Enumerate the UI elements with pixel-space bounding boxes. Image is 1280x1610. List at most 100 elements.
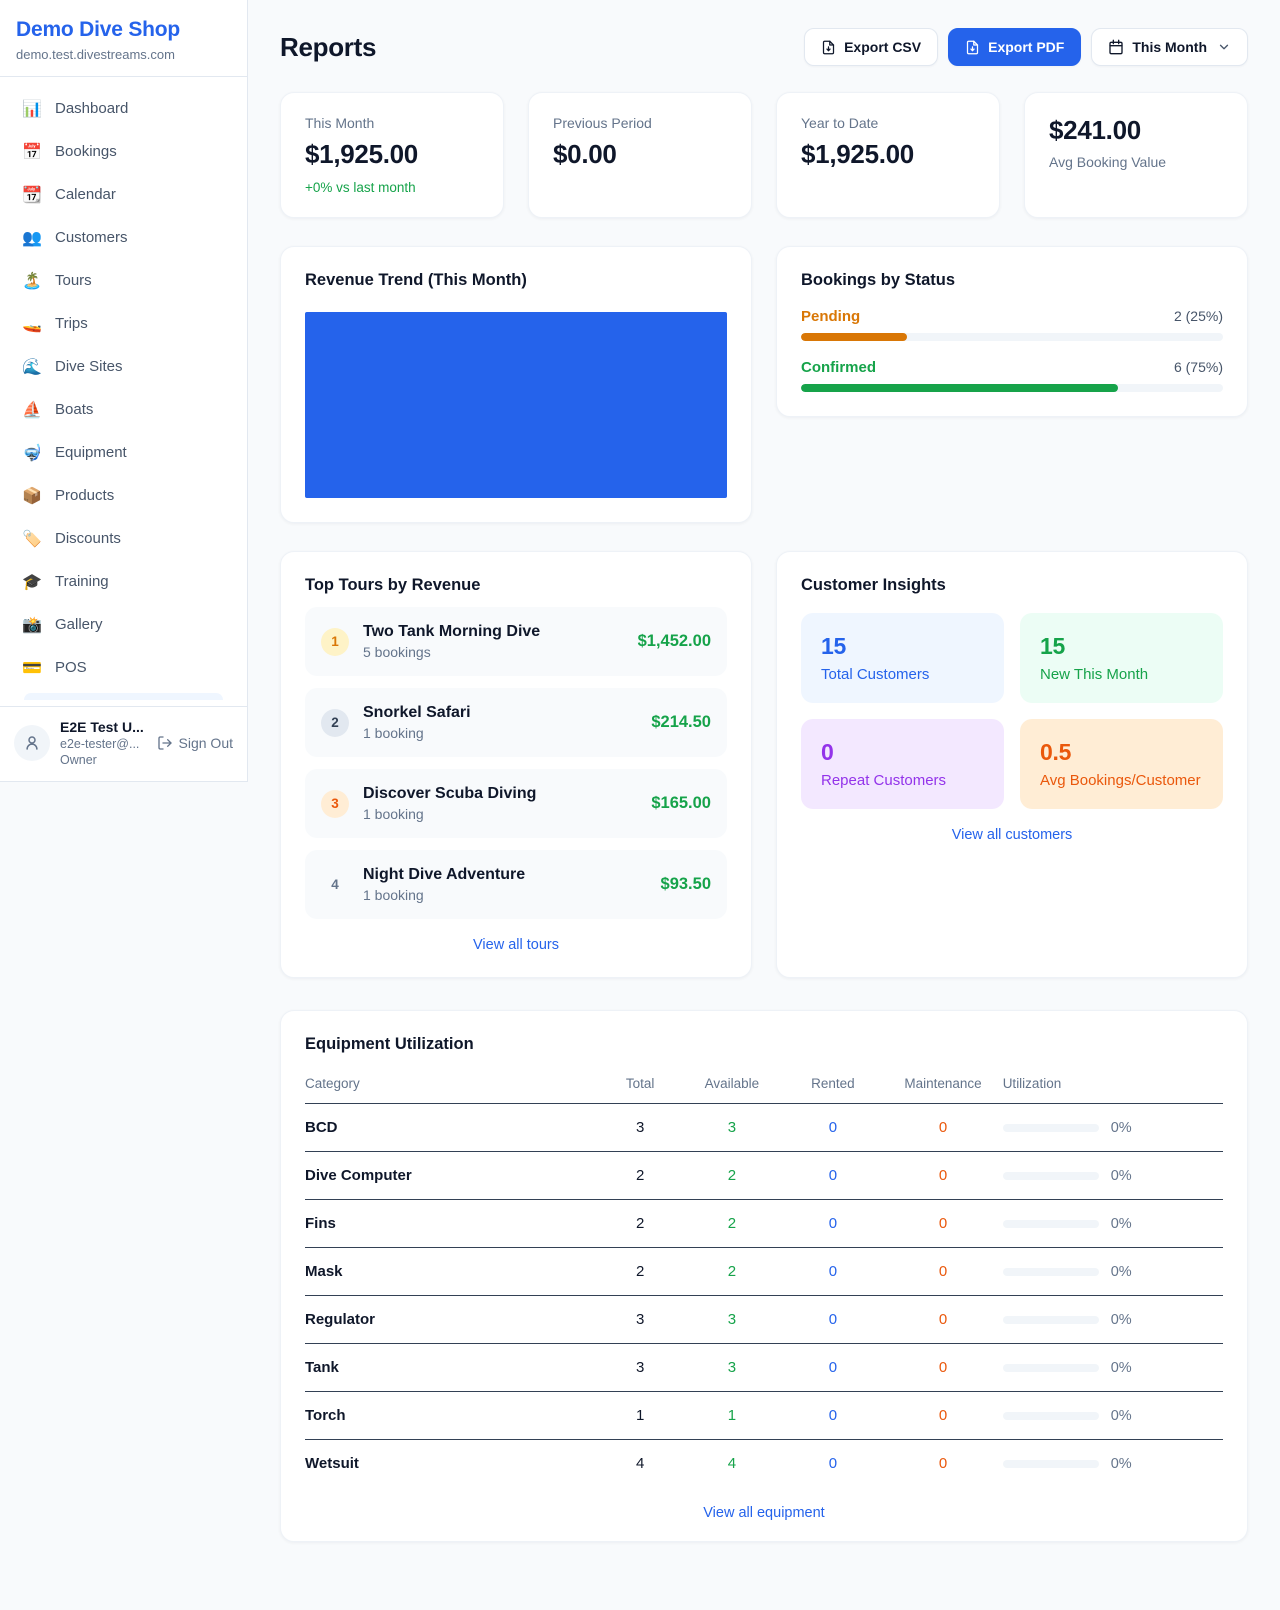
bookings-by-status-card: Bookings by Status Pending 2 (25%) Confi… (776, 246, 1248, 417)
tour-name: Two Tank Morning Dive (363, 623, 541, 640)
speedboat-icon: 🚤 (22, 315, 42, 333)
sign-out-button[interactable]: Sign Out (157, 735, 233, 751)
wave-icon: 🌊 (22, 358, 42, 376)
user-email: e2e-tester@... (60, 737, 140, 751)
insight-tile-repeat-customers: 0 Repeat Customers (801, 719, 1004, 809)
column-header-available: Available (681, 1068, 783, 1104)
utilization-track (1002, 1123, 1099, 1132)
utilization-percent: 0% (1110, 1455, 1132, 1472)
tour-name: Discover Scuba Diving (363, 785, 537, 802)
cell-category: Tank (305, 1343, 599, 1392)
cell-category: Torch (305, 1391, 599, 1440)
period-selector[interactable]: This Month (1091, 28, 1248, 66)
utilization-percent: 0% (1110, 1359, 1132, 1376)
sidebar-item-products[interactable]: 📦 Products (12, 478, 235, 513)
calendar-date-icon: 📅 (22, 143, 42, 161)
table-row: Wetsuit 4 4 0 0 0% (305, 1440, 1223, 1488)
sidebar-item-boats[interactable]: ⛵ Boats (12, 392, 235, 427)
stat-card-previous-period: Previous Period $0.00 (528, 92, 752, 218)
table-row: Mask 2 2 0 0 0% (305, 1247, 1223, 1296)
column-header-total: Total (598, 1068, 682, 1104)
export-pdf-button[interactable]: Export PDF (948, 28, 1082, 66)
sidebar-nav: 📊 Dashboard 📅 Bookings 📆 Calendar 👥 Cust… (0, 77, 247, 706)
sidebar-item-dashboard[interactable]: 📊 Dashboard (12, 91, 235, 126)
shop-name: Demo Dive Shop (16, 18, 181, 41)
tour-name: Snorkel Safari (363, 704, 471, 721)
cell-category: Dive Computer (305, 1151, 599, 1200)
table-header-row: Category Total Available Rented Maintena… (305, 1068, 1223, 1104)
cell-rented: 0 (782, 1391, 884, 1440)
sidebar-item-reports-partial[interactable] (24, 693, 223, 700)
graduation-cap-icon: 🎓 (22, 573, 42, 591)
cell-maintenance: 0 (883, 1391, 1003, 1440)
export-csv-button[interactable]: Export CSV (804, 28, 939, 66)
sidebar-item-training[interactable]: 🎓 Training (12, 564, 235, 599)
sidebar-item-equipment[interactable]: 🤿 Equipment (12, 435, 235, 470)
utilization-percent: 0% (1110, 1167, 1132, 1184)
sidebar-item-calendar[interactable]: 📆 Calendar (12, 177, 235, 212)
sign-out-label: Sign Out (178, 735, 233, 751)
rank-badge: 3 (321, 789, 349, 818)
sidebar-item-gallery[interactable]: 📸 Gallery (12, 607, 235, 642)
cell-available: 2 (681, 1199, 783, 1248)
table-row: Tank 3 3 0 0 0% (305, 1343, 1223, 1392)
stat-value: $0.00 (553, 139, 617, 169)
sidebar-item-label: Trips (55, 315, 88, 332)
cell-maintenance: 0 (883, 1199, 1003, 1248)
status-track (801, 384, 1223, 392)
sidebar-item-discounts[interactable]: 🏷️ Discounts (12, 521, 235, 556)
stat-label: This Month (305, 115, 375, 131)
cell-total: 1 (598, 1391, 682, 1440)
top-tours-title: Top Tours by Revenue (305, 576, 481, 594)
cell-category: Fins (305, 1199, 599, 1248)
insight-tile-new-this-month: 15 New This Month (1020, 613, 1223, 703)
sidebar-item-bookings[interactable]: 📅 Bookings (12, 134, 235, 169)
tour-list-item: 1 Two Tank Morning Dive 5 bookings $1,45… (305, 607, 727, 676)
stat-label: Year to Date (801, 115, 879, 131)
tour-bookings: 5 bookings (363, 644, 431, 660)
revenue-trend-card: Revenue Trend (This Month) (280, 246, 752, 523)
view-all-equipment-link[interactable]: View all equipment (703, 1505, 825, 1521)
tour-bookings: 1 booking (363, 806, 424, 822)
sidebar-item-pos[interactable]: 💳 POS (12, 650, 235, 685)
utilization-track (1002, 1219, 1099, 1228)
insight-value: 0 (821, 739, 834, 765)
charts-row: Revenue Trend (This Month) Bookings by S… (280, 246, 1248, 523)
cell-rented: 0 (782, 1199, 884, 1248)
sidebar-item-tours[interactable]: 🏝️ Tours (12, 263, 235, 298)
tour-bookings: 1 booking (363, 887, 424, 903)
sidebar-item-label: Gallery (55, 616, 103, 633)
sidebar-item-customers[interactable]: 👥 Customers (12, 220, 235, 255)
cell-category: BCD (305, 1103, 599, 1152)
view-all-customers-link[interactable]: View all customers (951, 827, 1073, 843)
user-panel: E2E Test U... e2e-tester@... Owner Sign … (0, 706, 247, 781)
sailboat-icon: ⛵ (22, 401, 42, 419)
cell-available: 2 (681, 1151, 783, 1200)
user-info: E2E Test U... e2e-tester@... Owner (60, 719, 147, 767)
customer-insights-title: Customer Insights (801, 576, 946, 594)
cell-total: 3 (598, 1295, 682, 1344)
status-track (801, 333, 1223, 341)
calendar-icon: 📆 (22, 186, 42, 204)
status-row-pending: Pending 2 (25%) (801, 308, 1223, 341)
revenue-trend-bar (305, 312, 727, 498)
cell-available: 3 (681, 1103, 783, 1152)
cell-maintenance: 0 (883, 1247, 1003, 1296)
sidebar-item-trips[interactable]: 🚤 Trips (12, 306, 235, 341)
stat-value: $241.00 (1049, 115, 1141, 145)
tour-bookings: 1 booking (363, 725, 424, 741)
status-fill-confirmed (801, 384, 1118, 392)
page-title: Reports (280, 31, 377, 62)
sidebar-item-dive-sites[interactable]: 🌊 Dive Sites (12, 349, 235, 384)
cell-category: Regulator (305, 1295, 599, 1344)
utilization-percent: 0% (1110, 1407, 1132, 1424)
cell-rented: 0 (782, 1151, 884, 1200)
diving-mask-icon: 🤿 (22, 444, 42, 462)
table-row: Torch 1 1 0 0 0% (305, 1391, 1223, 1440)
sidebar-item-label: Boats (55, 401, 94, 418)
cell-maintenance: 0 (883, 1343, 1003, 1392)
rank-badge: 4 (331, 877, 339, 892)
view-all-tours-link[interactable]: View all tours (473, 937, 559, 953)
rank-badge: 2 (321, 708, 349, 737)
tour-name: Night Dive Adventure (363, 866, 526, 883)
